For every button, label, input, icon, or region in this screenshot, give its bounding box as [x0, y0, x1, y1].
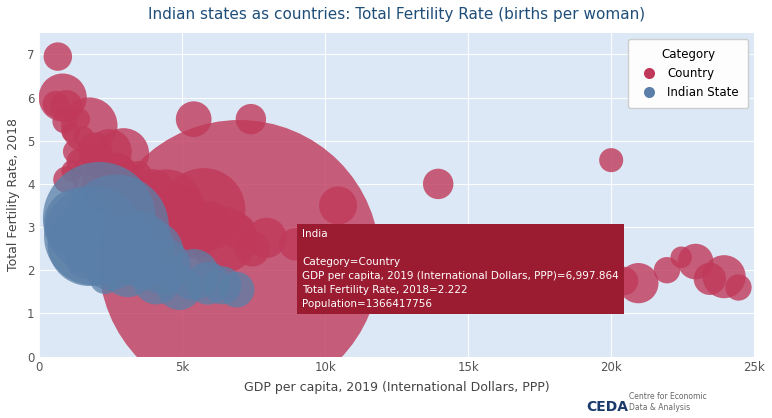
Point	[93, 215, 106, 222]
Point	[117, 150, 130, 157]
Point	[114, 198, 127, 204]
Point	[230, 286, 242, 293]
Point	[232, 228, 244, 235]
Point	[66, 168, 78, 174]
Point	[86, 172, 98, 178]
Point	[104, 256, 117, 263]
Point	[432, 181, 445, 187]
Point	[689, 258, 702, 265]
Point	[94, 159, 107, 166]
Point	[317, 250, 330, 256]
Point	[49, 101, 62, 107]
Point	[75, 159, 87, 166]
Title: Indian states as countries: Total Fertility Rate (births per woman): Indian states as countries: Total Fertil…	[148, 7, 645, 22]
Point	[73, 116, 86, 122]
Point	[106, 181, 118, 187]
Point	[201, 280, 214, 286]
X-axis label: GDP per capita, 2019 (International Dollars, PPP): GDP per capita, 2019 (International Doll…	[244, 381, 550, 394]
Point	[116, 254, 128, 260]
Point	[141, 198, 153, 204]
Point	[661, 267, 673, 273]
Point	[245, 116, 257, 122]
Point	[575, 275, 587, 282]
Point	[152, 215, 164, 222]
Point	[733, 284, 745, 291]
Point	[618, 278, 630, 284]
Y-axis label: Total Fertility Rate, 2018: Total Fertility Rate, 2018	[7, 118, 20, 271]
Point	[83, 241, 96, 247]
Point	[65, 129, 77, 135]
Point	[174, 206, 187, 213]
Point	[189, 232, 201, 239]
Point	[605, 157, 618, 163]
Text: India

Category=Country
GDP per capita, 2019 (International Dollars, PPP)=6,997.: India Category=Country GDP per capita, 2…	[303, 229, 619, 309]
Legend: Country, Indian State: Country, Indian State	[628, 39, 748, 108]
Point	[188, 116, 200, 122]
Point	[134, 211, 147, 217]
Point	[704, 275, 716, 282]
Point	[132, 172, 144, 178]
Point	[547, 273, 559, 280]
Point	[60, 176, 73, 183]
Point	[188, 271, 200, 278]
Point	[77, 133, 90, 140]
Point	[83, 153, 96, 159]
Point	[218, 237, 230, 243]
Point	[77, 258, 90, 265]
Point	[124, 185, 136, 191]
Text: CEDA: CEDA	[587, 400, 628, 414]
Point	[233, 257, 245, 264]
Point	[489, 267, 502, 273]
Point	[73, 219, 86, 226]
Point	[110, 224, 123, 230]
Point	[112, 168, 124, 174]
Point	[99, 275, 111, 282]
Point	[289, 241, 301, 247]
Text: Centre for Economic
Data & Analysis: Centre for Economic Data & Analysis	[629, 392, 707, 412]
Point	[346, 254, 358, 260]
Point	[198, 206, 210, 213]
Point	[675, 254, 687, 260]
Point	[83, 122, 96, 129]
Point	[60, 103, 73, 110]
Point	[161, 202, 173, 209]
Point	[332, 202, 344, 209]
Point	[130, 245, 143, 252]
Point	[375, 258, 388, 265]
Point	[56, 94, 69, 101]
Point	[122, 267, 134, 273]
Point	[144, 250, 157, 256]
Point	[151, 278, 163, 284]
Point	[260, 234, 273, 241]
Point	[169, 224, 181, 230]
Point	[69, 148, 81, 155]
Point	[216, 282, 229, 289]
Point	[632, 280, 645, 286]
Point	[103, 148, 116, 155]
Point	[156, 263, 168, 269]
Point	[87, 232, 100, 239]
Point	[718, 273, 730, 280]
Point	[139, 271, 151, 278]
Point	[100, 194, 113, 200]
Point	[461, 263, 473, 269]
Point	[518, 271, 530, 278]
Point	[146, 189, 158, 196]
Point	[203, 219, 215, 226]
Point	[246, 245, 259, 252]
Point	[173, 284, 185, 291]
Point	[58, 118, 70, 125]
Point	[52, 53, 64, 60]
Point	[89, 146, 101, 153]
